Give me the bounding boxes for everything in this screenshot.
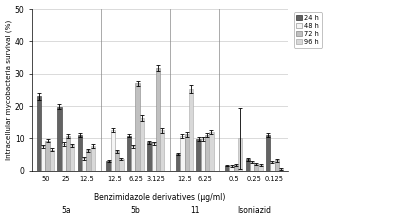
Bar	[41, 147, 46, 171]
Bar	[238, 138, 242, 171]
Bar	[37, 96, 41, 171]
Bar	[152, 143, 156, 171]
Bar	[205, 135, 209, 171]
Bar	[156, 68, 160, 171]
Y-axis label: Intracellular mycobacteria survival (%): Intracellular mycobacteria survival (%)	[6, 20, 12, 160]
Bar	[258, 165, 263, 171]
Bar	[196, 139, 201, 171]
Bar	[180, 136, 184, 171]
Bar	[140, 118, 144, 171]
Bar	[62, 144, 66, 171]
Bar	[78, 135, 82, 171]
Bar	[176, 154, 180, 171]
Bar	[201, 139, 205, 171]
Bar	[230, 166, 234, 171]
Bar	[270, 162, 275, 171]
Bar	[136, 83, 140, 171]
Bar	[106, 161, 111, 171]
Bar	[209, 132, 214, 171]
Bar	[66, 136, 70, 171]
Bar	[131, 147, 136, 171]
Bar	[50, 150, 54, 171]
Bar	[234, 165, 238, 171]
Bar	[246, 159, 250, 171]
Bar	[147, 142, 152, 171]
Legend: 24 h, 48 h, 72 h, 96 h: 24 h, 48 h, 72 h, 96 h	[294, 12, 322, 48]
Bar	[119, 159, 124, 171]
Bar	[57, 107, 62, 171]
Bar	[127, 136, 131, 171]
Bar	[184, 134, 189, 171]
Text: 5b: 5b	[130, 206, 140, 215]
Bar	[111, 130, 115, 171]
Text: 11: 11	[190, 206, 200, 215]
Bar	[275, 160, 279, 171]
Bar	[250, 162, 254, 171]
Bar	[70, 145, 74, 171]
Bar	[254, 163, 258, 171]
Bar	[266, 135, 270, 171]
Text: 5a: 5a	[61, 206, 71, 215]
Bar	[86, 150, 90, 171]
Bar	[160, 130, 164, 171]
X-axis label: Benzimidazole derivatives (μg/ml): Benzimidazole derivatives (μg/ml)	[94, 193, 226, 202]
Bar	[46, 141, 50, 171]
Bar	[279, 169, 283, 171]
Bar	[90, 146, 95, 171]
Bar	[115, 151, 119, 171]
Text: Isoniazid: Isoniazid	[237, 206, 271, 215]
Bar	[225, 166, 230, 171]
Bar	[82, 158, 86, 171]
Bar	[189, 89, 193, 171]
